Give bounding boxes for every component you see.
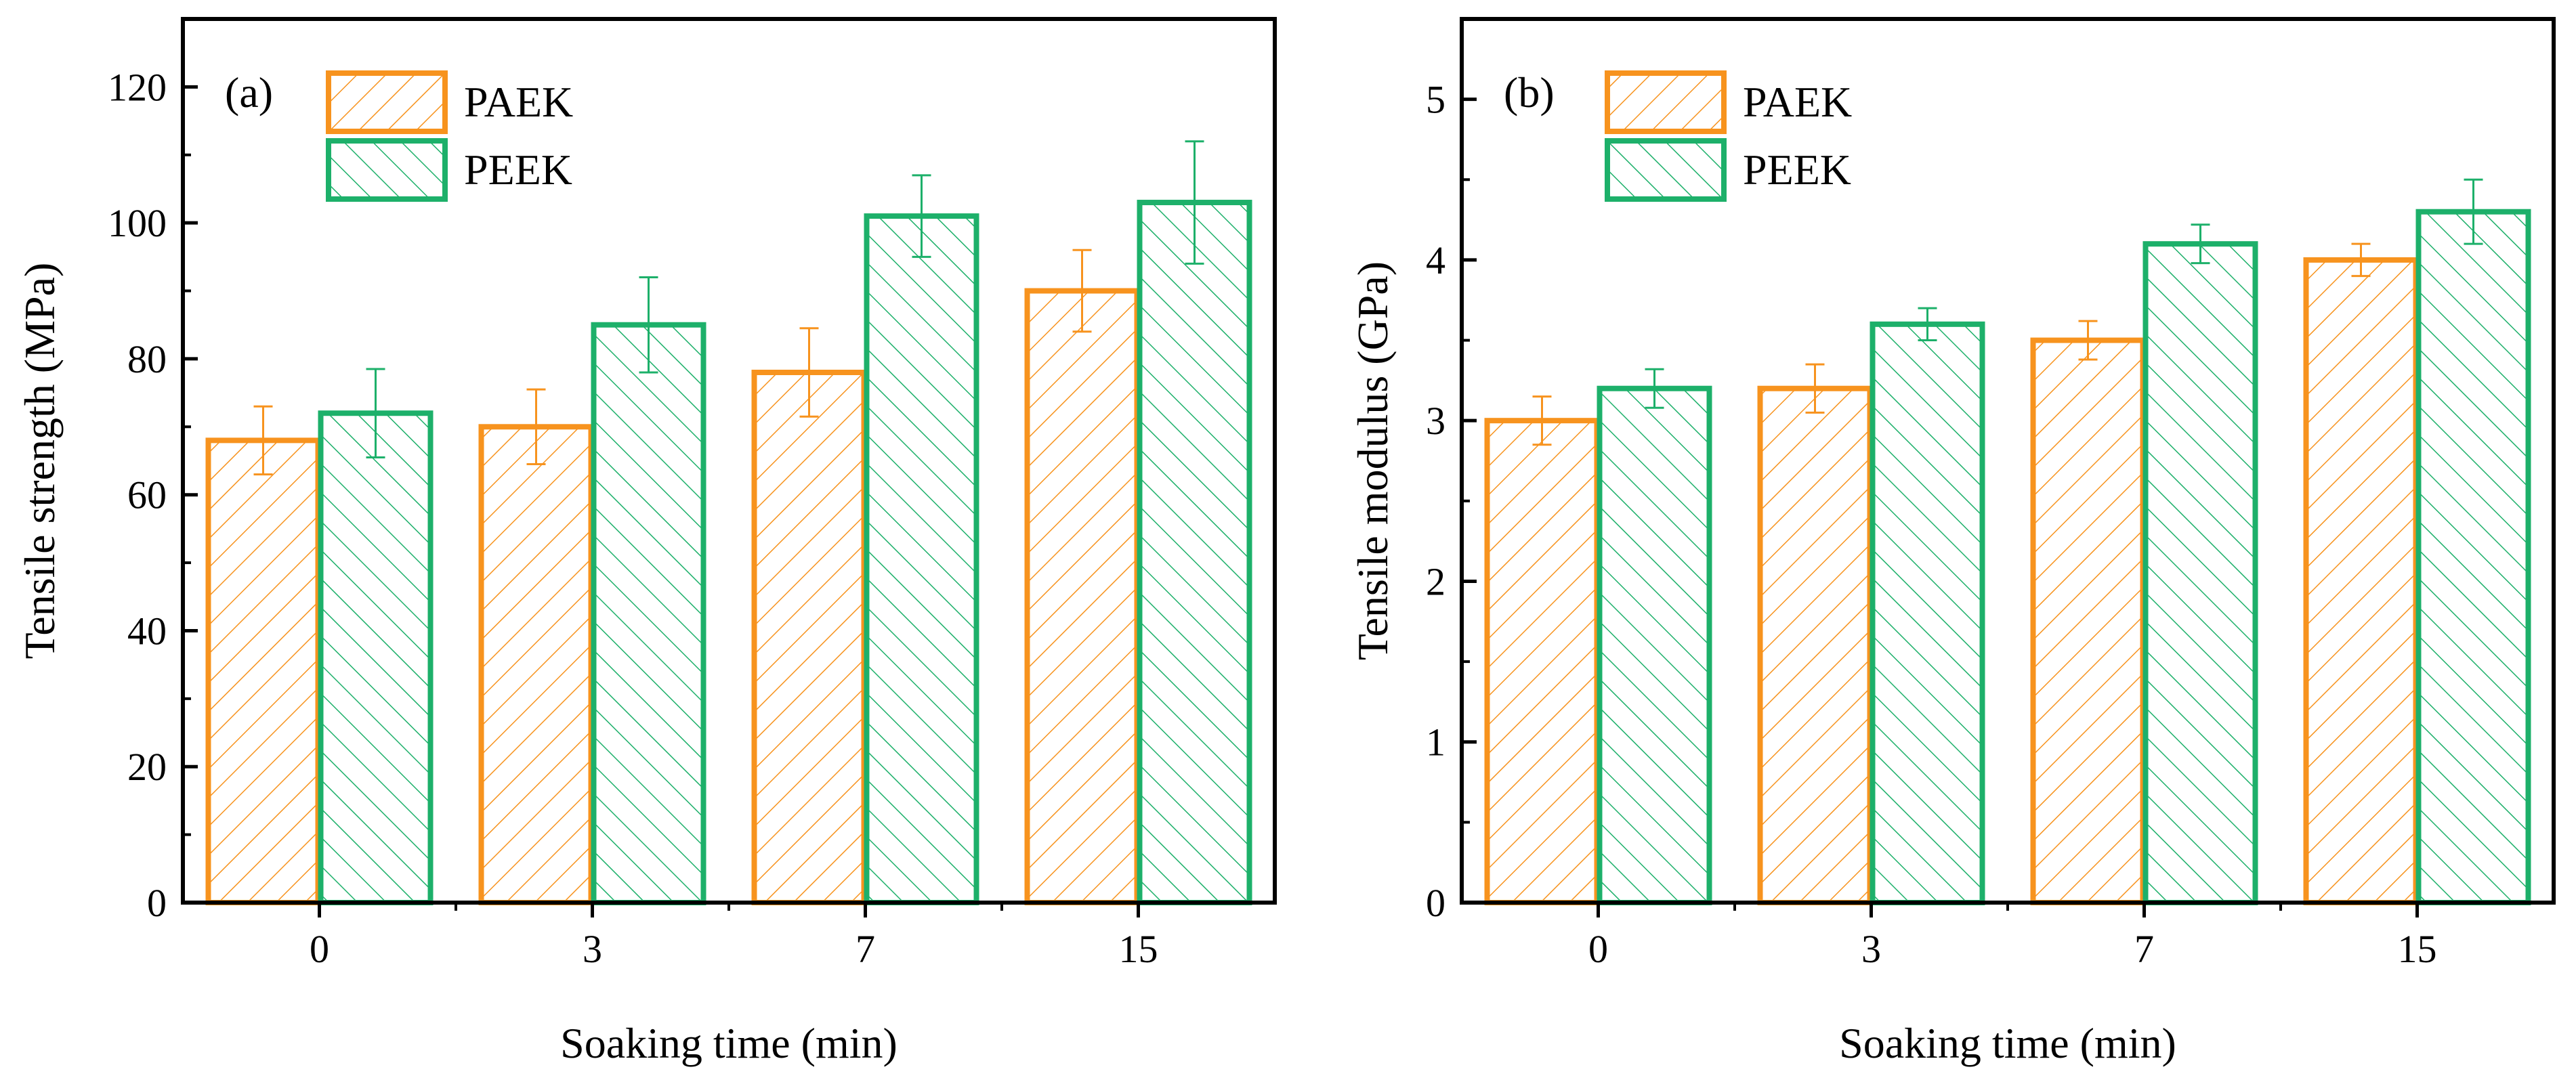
bar-paek-7 bbox=[751, 370, 867, 905]
y-tick-label: 60 bbox=[127, 473, 167, 517]
error-bar-paek-3 bbox=[1805, 363, 1825, 414]
bar-paek-0 bbox=[1484, 418, 1600, 905]
error-bar-paek-0 bbox=[1532, 395, 1552, 446]
legend-label-peek: PEEK bbox=[464, 146, 572, 194]
error-bar-peek-0 bbox=[366, 368, 385, 458]
bar-paek-3 bbox=[478, 424, 594, 905]
legend-label-paek: PAEK bbox=[1743, 78, 1852, 126]
x-axis-label: Soaking time (min) bbox=[560, 1019, 898, 1067]
bar-peek-15 bbox=[1137, 200, 1252, 905]
legend-swatch-paek bbox=[326, 70, 448, 134]
bar-peek-3 bbox=[591, 322, 706, 905]
legend-label-paek: PAEK bbox=[464, 78, 573, 126]
y-tick-label: 3 bbox=[1426, 399, 1445, 443]
bar-peek-15 bbox=[2415, 209, 2531, 905]
y-tick-label: 100 bbox=[108, 201, 167, 245]
bar-peek-0 bbox=[1597, 385, 1712, 905]
y-axis-label: Tensile strength (MPa) bbox=[16, 263, 64, 660]
x-tick-label: 15 bbox=[2398, 927, 2437, 971]
x-tick-label: 7 bbox=[2134, 927, 2154, 971]
y-tick-label: 0 bbox=[1426, 881, 1445, 925]
y-tick-label: 2 bbox=[1426, 559, 1445, 603]
error-bar-paek-7 bbox=[799, 327, 819, 418]
error-bar-paek-0 bbox=[253, 405, 273, 476]
x-tick-label: 3 bbox=[1861, 927, 1881, 971]
error-bar-paek-7 bbox=[2078, 320, 2098, 361]
y-tick-label: 120 bbox=[108, 65, 167, 109]
bar-peek-0 bbox=[318, 410, 434, 905]
error-bar-peek-3 bbox=[1918, 307, 1937, 342]
bar-peek-7 bbox=[864, 213, 979, 906]
y-tick-label: 5 bbox=[1426, 78, 1445, 122]
x-tick-label: 0 bbox=[310, 927, 329, 971]
y-tick-label: 20 bbox=[127, 745, 167, 789]
chart-panel-b: 0 1 2 3 4 5 0 3 7 15 Soaking time (min) Tensile mod… bbox=[1349, 17, 2556, 1067]
error-bar-peek-15 bbox=[2464, 178, 2483, 245]
error-bar-paek-15 bbox=[1072, 249, 1092, 333]
y-axis-label: Tensile modulus (GPa) bbox=[1349, 261, 1397, 660]
y-tick-label: 1 bbox=[1426, 720, 1445, 764]
chart-panel-a: 0 20 40 60 80 100 120 0 3 7 15 Soaking time (min) Te… bbox=[16, 17, 1277, 1067]
error-bar-peek-7 bbox=[912, 174, 931, 258]
y-tick-label: 40 bbox=[127, 609, 167, 653]
error-bar-paek-15 bbox=[2351, 242, 2371, 278]
error-bar-peek-7 bbox=[2191, 223, 2210, 265]
bar-paek-15 bbox=[2303, 257, 2419, 905]
legend-label-peek: PEEK bbox=[1743, 146, 1851, 194]
bar-peek-3 bbox=[1870, 321, 1985, 905]
y-tick-label: 4 bbox=[1426, 238, 1445, 282]
panel-label: (b) bbox=[1504, 68, 1555, 116]
legend-swatch-paek bbox=[1605, 70, 1727, 134]
bar-paek-15 bbox=[1024, 288, 1140, 905]
bar-peek-7 bbox=[2142, 241, 2258, 905]
y-tick-label: 0 bbox=[147, 881, 167, 925]
error-bar-peek-0 bbox=[1645, 368, 1664, 409]
legend-swatch-peek bbox=[326, 138, 448, 202]
error-bar-paek-3 bbox=[526, 388, 546, 466]
bar-paek-3 bbox=[1757, 385, 1873, 905]
x-tick-label: 15 bbox=[1119, 927, 1158, 971]
x-tick-label: 0 bbox=[1588, 927, 1608, 971]
panel-label: (a) bbox=[225, 68, 273, 116]
x-tick-label: 7 bbox=[856, 927, 875, 971]
bar-paek-7 bbox=[2030, 337, 2146, 905]
error-bar-peek-3 bbox=[639, 276, 658, 374]
error-bar-peek-15 bbox=[1185, 140, 1204, 265]
bar-paek-0 bbox=[205, 437, 321, 905]
x-tick-label: 3 bbox=[583, 927, 602, 971]
y-tick-label: 80 bbox=[127, 337, 167, 381]
legend-swatch-peek bbox=[1605, 138, 1727, 202]
x-axis-label: Soaking time (min) bbox=[1839, 1019, 2176, 1067]
